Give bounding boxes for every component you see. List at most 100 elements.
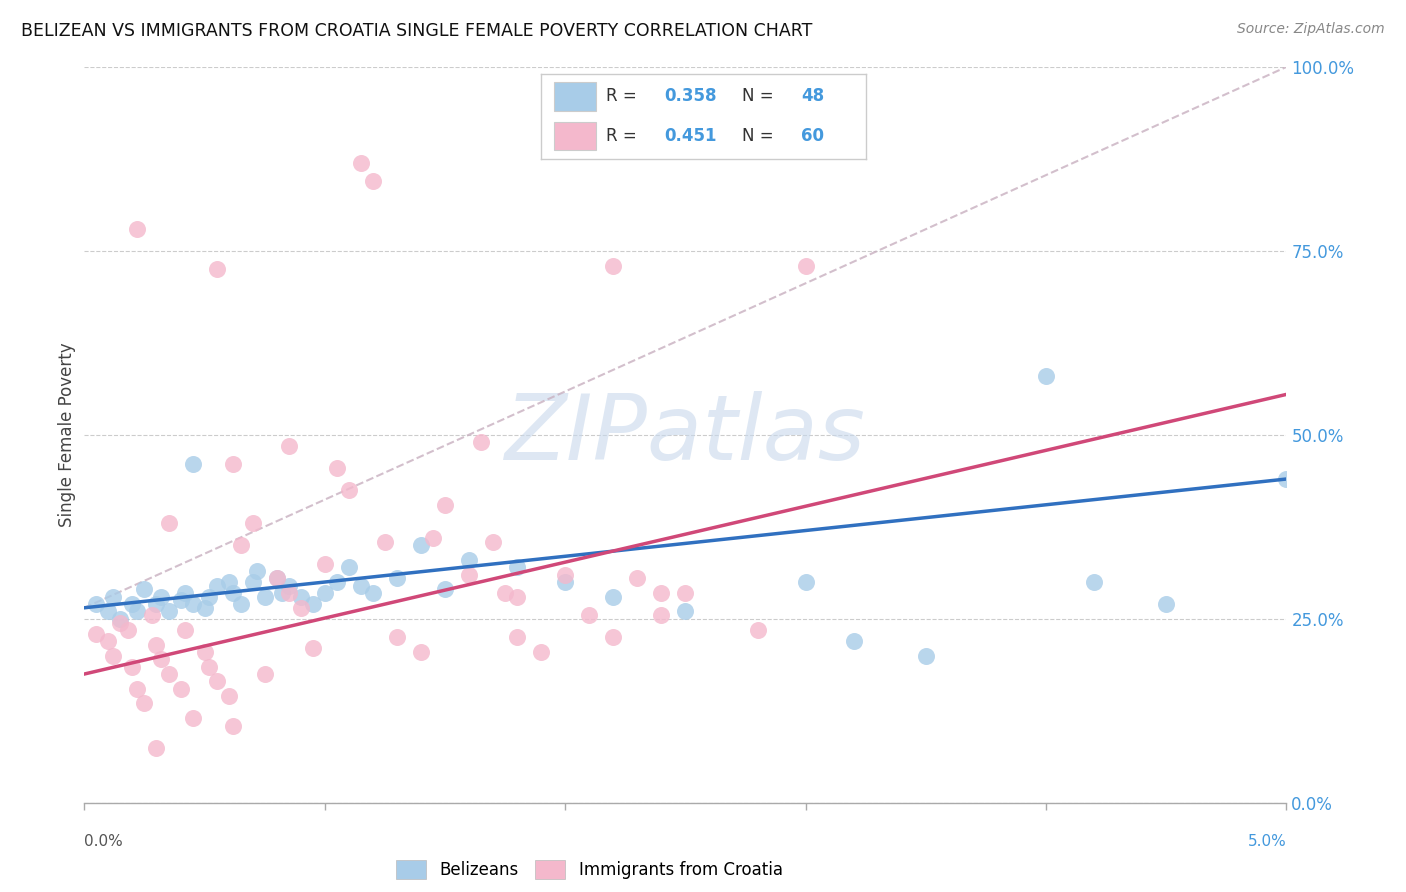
Point [110,615,132,630]
Point [337,483,360,497]
Point [277,579,299,593]
Point [97,605,120,619]
Point [121,597,143,611]
Point [218,689,240,703]
Point [229,597,252,611]
Point [174,623,197,637]
Point [134,582,156,597]
Point [157,516,180,531]
Point [246,564,269,578]
Point [747,623,769,637]
Point [374,534,396,549]
Point [650,608,672,623]
Point [174,586,197,600]
Point [218,575,240,590]
Point [181,597,204,611]
Point [470,435,492,450]
Point [205,579,228,593]
Point [290,600,312,615]
Point [145,740,167,755]
Point [121,659,143,673]
Point [222,586,245,600]
Point [409,645,432,659]
Point [277,586,299,600]
Point [253,667,276,681]
Point [145,638,167,652]
Point [277,439,299,453]
Point [301,597,323,611]
Point [314,586,336,600]
Point [650,586,672,600]
Text: 5.0%: 5.0% [1247,834,1286,849]
Point [181,711,204,725]
Point [266,571,288,585]
Point [194,600,217,615]
Point [602,259,624,273]
Point [222,718,245,732]
Point [266,571,288,585]
Point [602,630,624,644]
Point [361,586,384,600]
Point [157,605,180,619]
Point [157,667,180,681]
Point [222,458,245,472]
Point [434,582,457,597]
Point [110,612,132,626]
Text: ZIPatlas: ZIPatlas [505,391,866,479]
Point [361,174,384,188]
Point [530,645,553,659]
Point [385,630,408,644]
Point [326,461,349,475]
Point [242,516,264,531]
Point [458,567,481,582]
Point [554,567,576,582]
Point [1156,597,1178,611]
Point [290,590,312,604]
Point [150,590,173,604]
Point [385,571,408,585]
Point [1083,575,1105,590]
Point [169,681,191,696]
Point [554,575,576,590]
Point [103,590,125,604]
Point [117,623,139,637]
Point [602,590,624,604]
Point [229,538,252,552]
Point [127,605,149,619]
Point [150,652,173,666]
Point [127,222,149,236]
Text: BELIZEAN VS IMMIGRANTS FROM CROATIA SINGLE FEMALE POVERTY CORRELATION CHART: BELIZEAN VS IMMIGRANTS FROM CROATIA SING… [21,22,813,40]
Point [242,575,264,590]
Point [198,590,221,604]
Point [350,579,373,593]
Point [205,674,228,689]
Point [198,659,221,673]
Point [578,608,600,623]
Point [1035,369,1057,384]
Legend: Belizeans, Immigrants from Croatia: Belizeans, Immigrants from Croatia [396,861,783,880]
Point [86,626,108,640]
Point [270,586,292,600]
Point [145,597,167,611]
Point [301,641,323,656]
Point [127,681,149,696]
Point [915,648,938,663]
Point [434,498,457,512]
Point [675,605,697,619]
Point [1275,472,1298,486]
Point [506,630,529,644]
Point [103,648,125,663]
Y-axis label: Single Female Poverty: Single Female Poverty [58,343,76,527]
Point [169,593,191,607]
Point [194,645,217,659]
Point [794,259,817,273]
Point [422,531,444,545]
Point [326,575,349,590]
Point [506,590,529,604]
Point [253,590,276,604]
Point [314,557,336,571]
Point [794,575,817,590]
Point [337,560,360,574]
Point [506,560,529,574]
Point [626,571,648,585]
